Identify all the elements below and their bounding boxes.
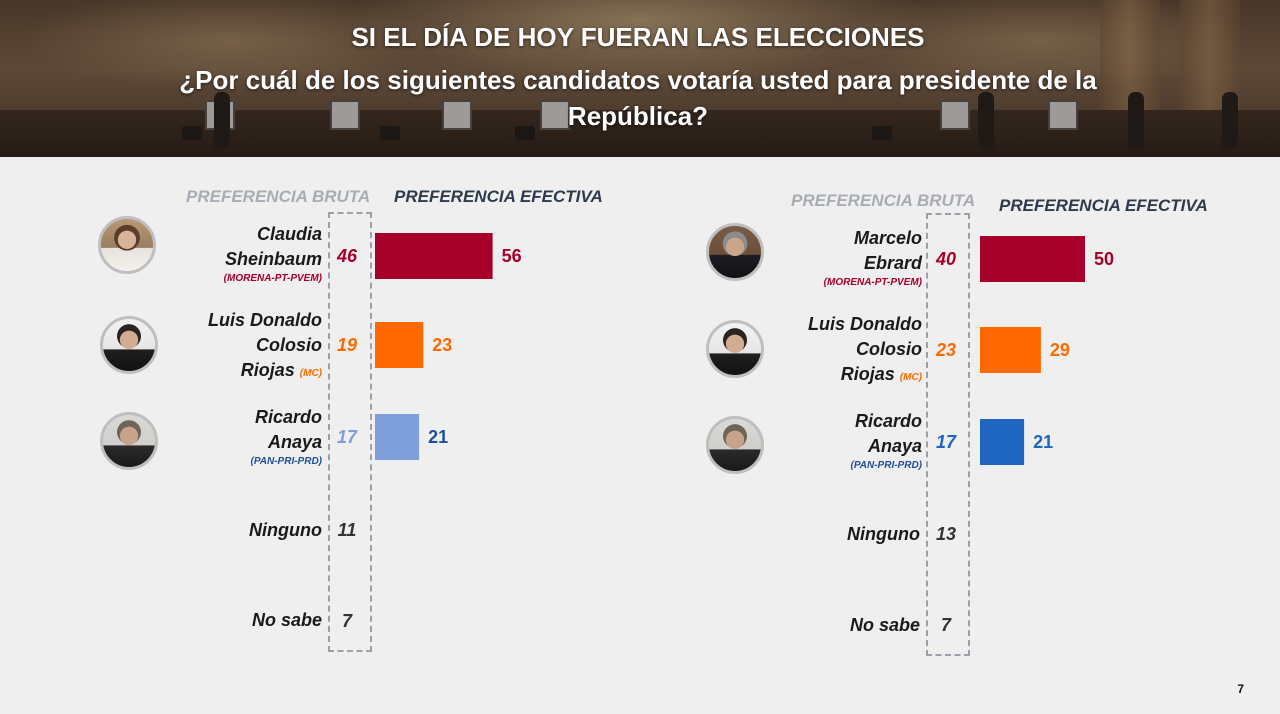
efectiva-bar [980,327,1041,373]
page-title: SI EL DÍA DE HOY FUERAN LAS ELECCIONES [351,22,925,52]
bruta-value-label: 19 [337,335,357,355]
scenario-left-panel: PREFERENCIA BRUTA PREFERENCIA EFECTIVA C… [0,157,640,714]
name-line: Riojas [840,364,895,384]
efectiva-bar [375,414,420,460]
efectiva-value-label: 29 [1050,340,1070,360]
bruta-value-label: 11 [338,520,357,540]
luis-donaldo-colosio-photo [100,316,158,374]
candidate-name-anaya: Ricardo Anaya (PAN-PRI-PRD) [750,409,922,473]
efectiva-bar [980,419,1025,465]
banner-person [1128,92,1144,148]
party-label: (PAN-PRI-PRD) [250,456,322,467]
marcelo-ebrard-photo [706,223,764,281]
name-line: No sabe [849,615,920,635]
name-line: Riojas [240,360,295,380]
option-name-ninguno: Ninguno [150,518,322,543]
banner-podium [442,100,472,130]
name-line: Colosio [256,335,322,355]
bruta-value-label: 7 [941,615,952,635]
page-number: 7 [1237,682,1244,696]
name-line: Claudia [256,224,322,244]
banner-camera [182,126,202,140]
banner-podium [330,100,360,130]
name-line: Sheinbaum [224,249,322,269]
banner-pillar [1100,0,1160,110]
efectiva-column-header: PREFERENCIA EFECTIVA [999,196,1208,215]
option-name-ninguno: Ninguno [750,522,920,547]
party-label: (MC) [899,372,922,383]
bruta-value-label: 17 [936,432,957,452]
name-line: Ricardo [854,411,922,431]
banner-person [1222,92,1238,148]
luis-donaldo-colosio-photo [706,320,764,378]
banner-podium [1048,100,1078,130]
header-banner: SI EL DÍA DE HOY FUERAN LAS ELECCIONES ¿… [0,0,1280,157]
chart-left-svg: 46 56 19 23 17 21 11 7 [336,233,522,631]
banner-camera [515,126,535,140]
efectiva-value-label: 50 [1094,249,1114,269]
efectiva-bar [375,233,493,279]
bruta-dashed-box [926,213,970,656]
name-line: Marcelo [853,228,922,248]
name-line: Anaya [267,432,322,452]
name-line: Colosio [856,339,922,359]
name-line: Ninguno [249,520,322,540]
name-line: Anaya [867,436,922,456]
claudia-sheinbaum-photo [98,216,156,274]
party-label: (MORENA-PT-PVEM) [823,277,922,288]
banner-person [978,92,994,148]
bruta-value-label: 40 [935,249,956,269]
banner-shade [0,0,1280,157]
option-name-no-sabe: No sabe [150,608,322,633]
efectiva-value-label: 23 [432,335,452,355]
party-label: (MORENA-PT-PVEM) [223,273,322,284]
survey-question: ¿Por cuál de los siguientes candidatos v… [179,65,1097,131]
efectiva-column-header: PREFERENCIA EFECTIVA [394,187,603,206]
candidate-name-colosio: Luis Donaldo Colosio Riojas (MC) [150,308,322,386]
bruta-column-header: PREFERENCIA BRUTA [186,187,371,206]
party-label: (PAN-PRI-PRD) [850,460,922,471]
candidate-name-marcelo: Marcelo Ebrard (MORENA-PT-PVEM) [750,226,922,290]
name-line: No sabe [251,610,322,630]
bruta-value-label: 17 [337,427,358,447]
name-line: Luis Donaldo [208,310,322,330]
efectiva-bar [375,322,424,368]
ricardo-anaya-photo [706,416,764,474]
banner-camera [380,126,400,140]
candidate-name-colosio: Luis Donaldo Colosio Riojas (MC) [750,312,922,390]
banner-person [214,92,230,148]
option-name-no-sabe: No sabe [750,613,920,638]
bruta-value-label: 23 [935,340,956,360]
bruta-value-label: 13 [936,524,956,544]
ricardo-anaya-photo [100,412,158,470]
name-line: Luis Donaldo [808,314,922,334]
name-line: Ebrard [863,253,922,273]
efectiva-value-label: 21 [428,427,448,447]
banner-camera [872,126,892,140]
scenario-right-panel: PREFERENCIA BRUTA PREFERENCIA EFECTIVA M… [600,157,1240,714]
name-line: Ricardo [254,407,322,427]
candidate-name-anaya: Ricardo Anaya (PAN-PRI-PRD) [150,405,322,469]
banner-pillar [1180,0,1240,110]
banner-podium [940,100,970,130]
candidate-name-claudia: Claudia Sheinbaum (MORENA-PT-PVEM) [150,222,322,286]
bruta-value-label: 46 [336,246,358,266]
bruta-value-label: 7 [342,611,353,631]
efectiva-bar [980,236,1085,282]
bruta-dashed-box [328,212,372,652]
name-line: Ninguno [847,524,920,544]
chart-right-svg: 40 50 23 29 17 21 13 7 [935,236,1114,635]
party-label: (MC) [299,368,322,379]
efectiva-value-label: 56 [502,246,522,266]
efectiva-value-label: 21 [1033,432,1053,452]
bruta-column-header: PREFERENCIA BRUTA [791,191,976,210]
banner-podium [540,100,570,130]
